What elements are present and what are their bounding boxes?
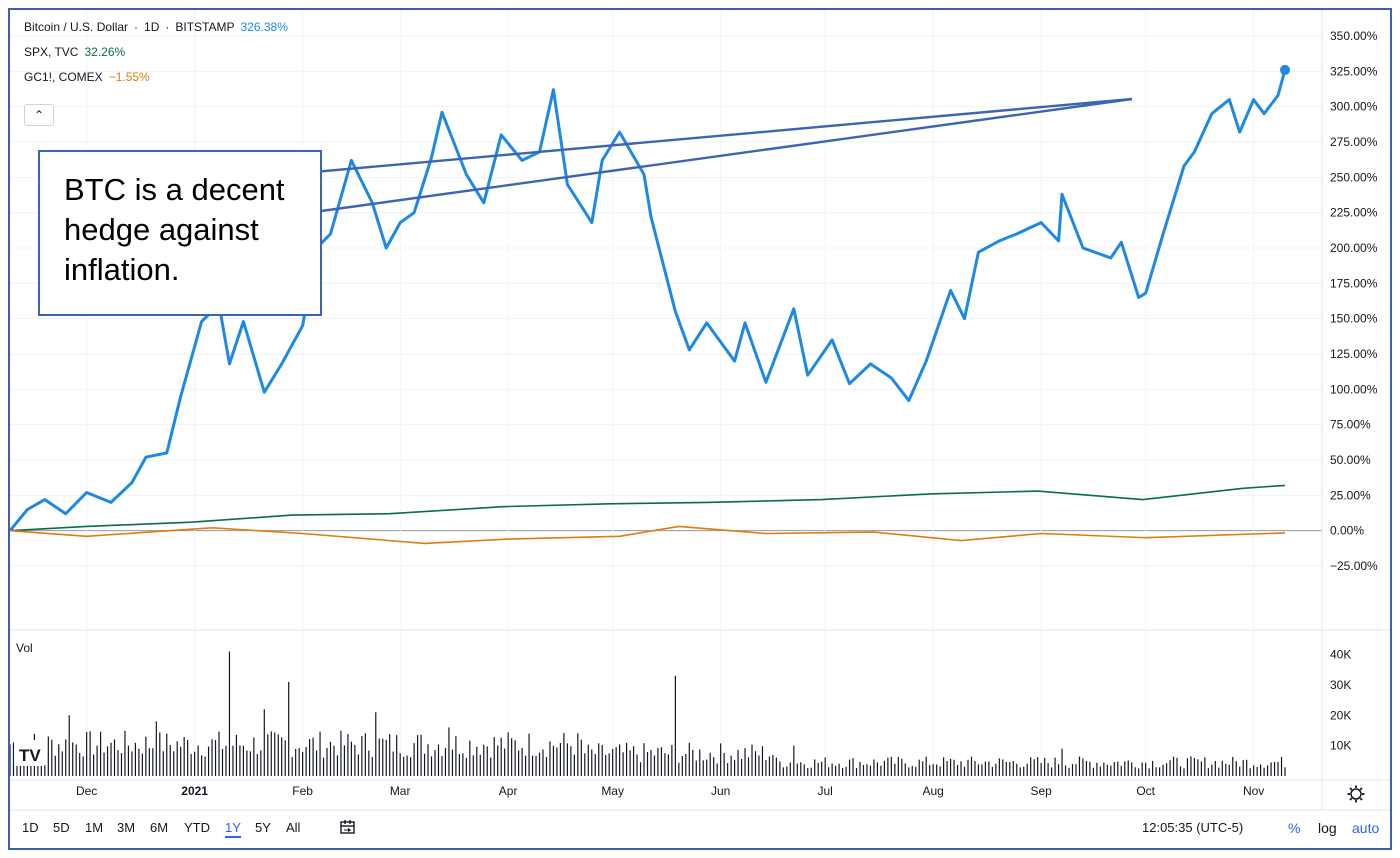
series-line-spx[interactable]: [10, 484, 1286, 532]
bottom-toolbar: 1D 5D 1M 3M 6M YTD 1Y 5Y All 12:05:35 (U…: [0, 810, 1400, 850]
trendline-upper[interactable]: [313, 97, 1133, 174]
chart-frame: 350.00% 325.00% 300.00% 275.00% 250.00% 225.0…: [8, 8, 1392, 850]
legend-dot: ·: [134, 20, 139, 34]
gear-icon[interactable]: [1347, 785, 1365, 803]
logo-bg: [14, 740, 46, 766]
time-tick-label: Jul: [817, 784, 832, 798]
time-tick-label: Jun: [711, 784, 730, 798]
volume-tick-label: 10K: [1330, 739, 1351, 753]
series-line-btc[interactable]: [10, 69, 1287, 532]
price-tick-label: 75.00%: [1330, 418, 1371, 432]
chart-canvas[interactable]: 350.00% 325.00% 300.00% 275.00% 250.00% 225.0…: [10, 10, 1390, 848]
time-tick-label: Mar: [390, 784, 411, 798]
price-tick-label: 300.00%: [1330, 100, 1378, 114]
annotation-callout[interactable]: BTC is a decent hedge against inflation.: [38, 150, 322, 316]
gear-tooth: [1359, 787, 1363, 791]
legend-main[interactable]: Bitcoin / U.S. Dollar · 1D · BITSTAMP 326.38%: [24, 20, 294, 34]
range-all-button[interactable]: All: [286, 820, 301, 835]
price-tick-label: 225.00%: [1330, 206, 1378, 220]
series-line-gold[interactable]: [10, 525, 1286, 545]
price-tick-label: 325.00%: [1330, 64, 1378, 78]
chevron-up-icon: ⌃: [33, 108, 45, 122]
gear-tooth: [1349, 787, 1353, 791]
volume-tick-label: 30K: [1330, 678, 1351, 692]
price-tick-label: −25.00%: [1330, 559, 1378, 573]
range-1d-button[interactable]: 1D: [22, 820, 39, 835]
legend-spx-change: 32.26%: [84, 45, 126, 59]
trendline-lower[interactable]: [313, 97, 1133, 214]
price-tick-label: 275.00%: [1330, 135, 1378, 149]
price-tick-label: 100.00%: [1330, 382, 1378, 396]
logo-text: TV: [19, 746, 41, 765]
price-tick-label: 125.00%: [1330, 347, 1378, 361]
volume-tick-label: 40K: [1330, 648, 1351, 662]
legend-main-change: 326.38%: [240, 20, 288, 34]
legend-gold-symbol: GC1!, COMEX: [24, 70, 103, 84]
gear-tooth: [1349, 797, 1353, 801]
legend-gold-change: −1.55%: [108, 70, 150, 84]
price-tick-label: 250.00%: [1330, 170, 1378, 184]
range-1m-button[interactable]: 1M: [85, 820, 104, 835]
legend-collapse-button[interactable]: ⌃: [24, 104, 54, 126]
range-1y-button[interactable]: 1Y: [225, 820, 241, 838]
time-tick-label: Dec: [76, 784, 97, 798]
legend-main-exchange: BITSTAMP: [175, 20, 235, 34]
price-tick-label: 350.00%: [1330, 29, 1378, 43]
price-tick-label: 0.00%: [1330, 524, 1364, 538]
legend-dot: ·: [165, 20, 170, 34]
time-tick-label: 2021: [181, 784, 208, 798]
time-tick-label: May: [601, 784, 624, 798]
series-last-point[interactable]: [1280, 64, 1290, 75]
range-5y-button[interactable]: 5Y: [255, 820, 271, 835]
gear-tooth: [1359, 797, 1363, 801]
legend-main-interval: 1D: [144, 20, 160, 34]
time-tick-label: Oct: [1136, 784, 1155, 798]
legend-spx-symbol: SPX, TVC: [24, 45, 79, 59]
volume-tick-label: 20K: [1330, 708, 1351, 722]
legend-series-spx[interactable]: SPX, TVC 32.26%: [24, 45, 131, 59]
time-tick-label: Sep: [1030, 784, 1052, 798]
price-tick-label: 175.00%: [1330, 276, 1378, 290]
range-6m-button[interactable]: 6M: [150, 820, 169, 835]
price-tick-label: 50.00%: [1330, 453, 1371, 467]
percent-scale-button[interactable]: %: [1288, 820, 1301, 836]
range-5d-button[interactable]: 5D: [53, 820, 70, 835]
volume-pane-label: Vol: [16, 641, 33, 655]
timezone-clock[interactable]: 12:05:35 (UTC-5): [1142, 820, 1244, 835]
price-tick-label: 200.00%: [1330, 241, 1378, 255]
log-scale-button[interactable]: log: [1318, 820, 1337, 836]
legend-series-gold[interactable]: GC1!, COMEX −1.55%: [24, 70, 156, 84]
time-tick-label: Feb: [292, 784, 313, 798]
annotation-line: hedge against: [64, 212, 259, 247]
tradingview-logo-icon: TV: [14, 740, 46, 766]
price-tick-label: 25.00%: [1330, 488, 1371, 502]
range-ytd-button[interactable]: YTD: [184, 820, 210, 835]
range-3m-button[interactable]: 3M: [117, 820, 136, 835]
gear-ring: [1350, 788, 1362, 800]
calendar-range-icon[interactable]: [338, 818, 358, 838]
auto-scale-button[interactable]: auto: [1352, 820, 1380, 836]
time-tick-label: Nov: [1243, 784, 1264, 798]
time-tick-label: Aug: [922, 784, 943, 798]
time-tick-label: Apr: [499, 784, 518, 798]
annotation-line: BTC is a decent: [64, 172, 285, 207]
annotation-line: inflation.: [64, 252, 180, 287]
price-tick-label: 150.00%: [1330, 312, 1378, 326]
legend-main-symbol: Bitcoin / U.S. Dollar: [24, 20, 129, 34]
